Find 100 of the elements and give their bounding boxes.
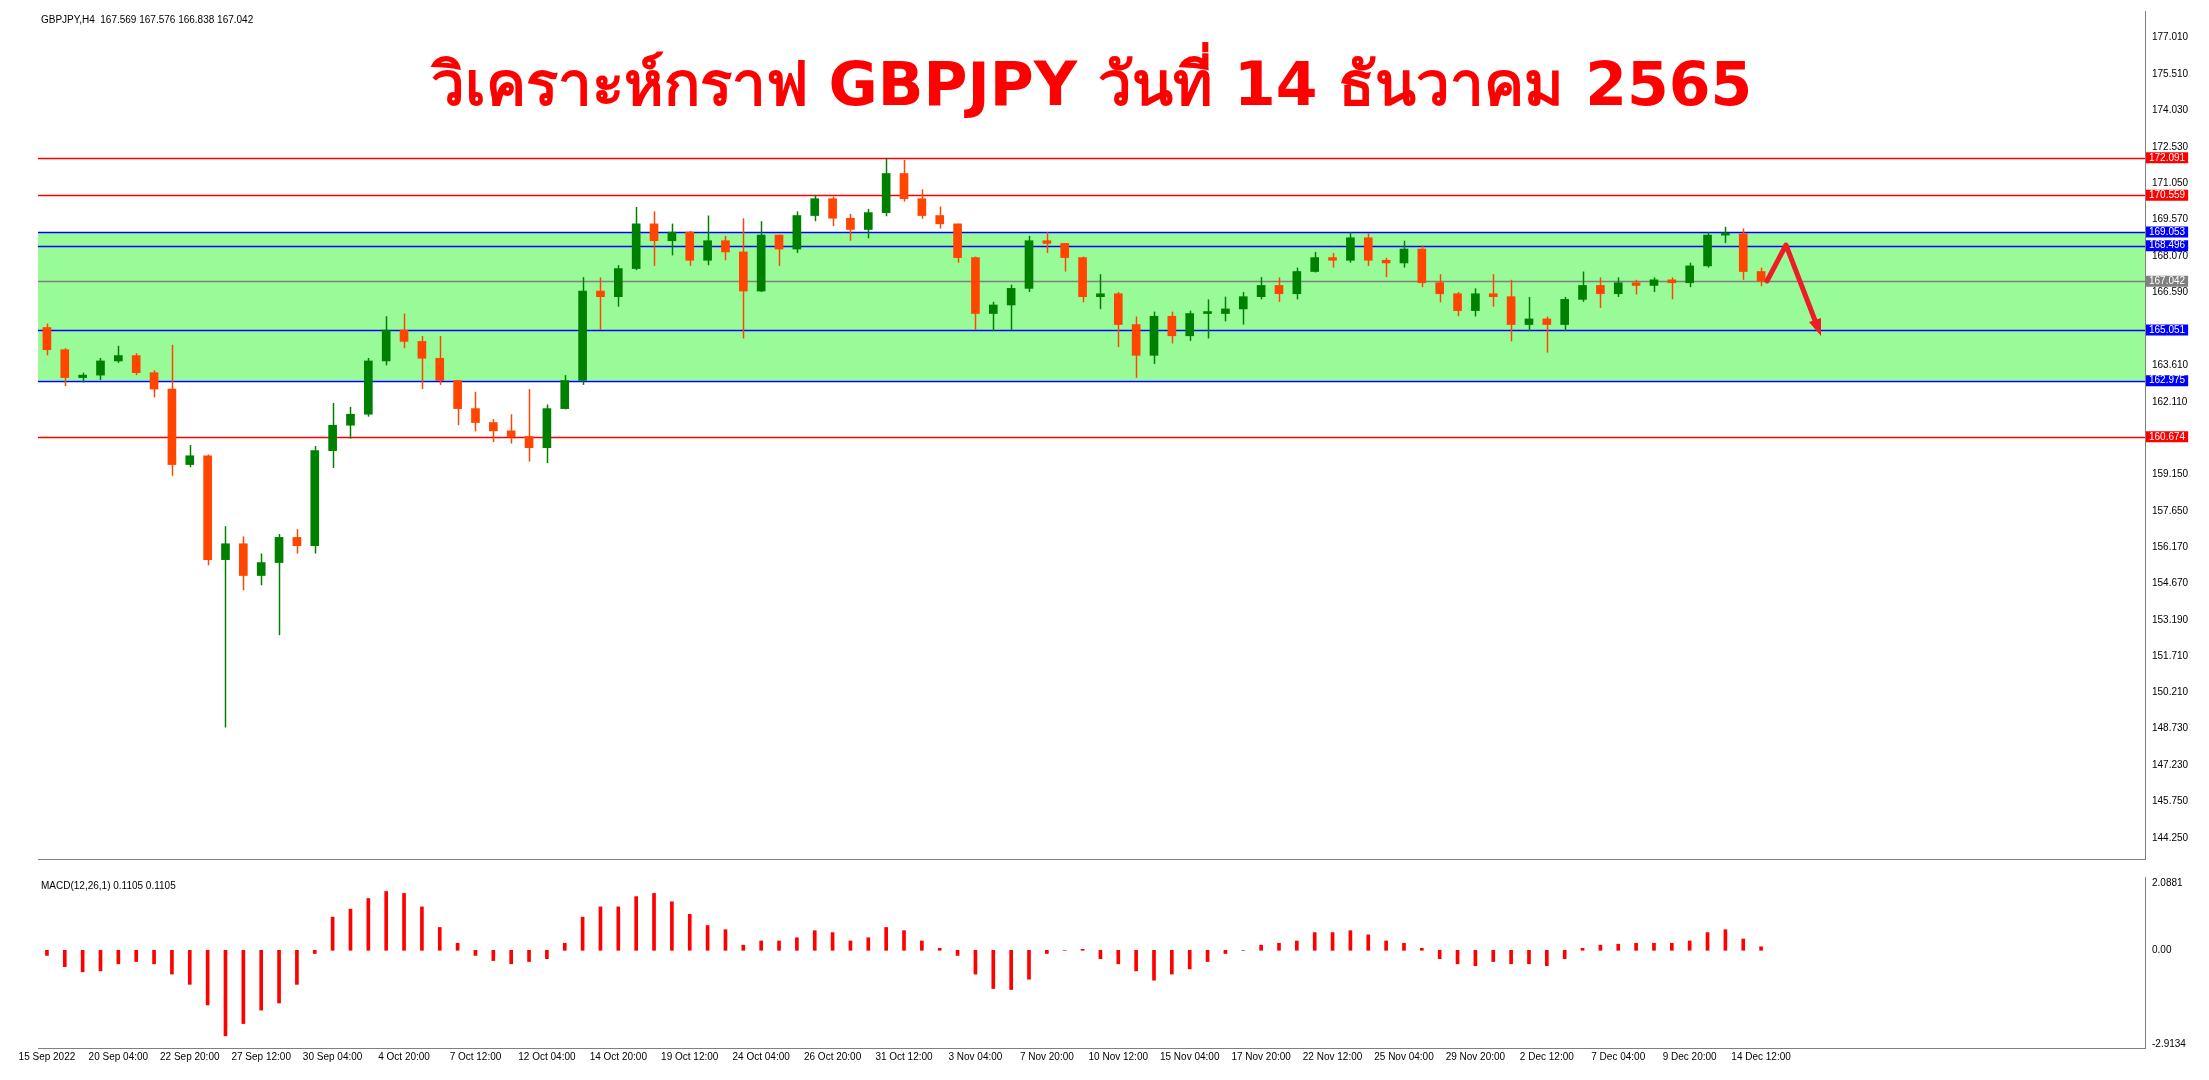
bar [1437,949,1442,959]
y-tick-label: 166.590 [2152,286,2189,298]
bar [1116,949,1121,965]
candlestick [1435,273,1445,304]
candlestick [863,208,873,240]
bar [1384,940,1388,951]
ref-line-label: 160.674 [2149,430,2186,442]
bar [741,944,746,951]
bar [759,940,763,951]
y-tick-label: 147.230 [2152,759,2189,771]
candlestick [935,205,945,230]
candlestick [1471,287,1480,318]
candlestick [1238,291,1248,326]
x-tick-label: 17 Nov 20:00 [1231,1050,1292,1062]
candlestick [1042,231,1052,254]
bar [312,949,317,954]
annotation: GBPJPY,H4 167.569 167.576 166.838 167.042 [41,13,254,25]
candlestick [256,552,266,587]
bar [1312,932,1317,951]
bar [134,949,139,962]
candlestick [703,214,712,266]
bar [1170,949,1174,975]
x-tick-label: 25 Nov 04:00 [1374,1050,1435,1062]
candlestick [596,276,605,331]
bar [509,949,514,965]
candlestick [221,525,230,729]
bar [1687,940,1692,951]
candlestick [1096,273,1105,310]
x-tick-label: 15 Nov 04:00 [1159,1050,1220,1062]
bar [491,949,496,961]
candlestick [846,213,855,242]
x-tick-label: 7 Oct 12:00 [449,1050,502,1062]
candlestick [988,301,998,332]
candlestick [917,188,927,220]
bar [902,930,906,951]
candlestick [149,369,159,399]
bar [277,949,281,1004]
x-tick-label: 2 Dec 12:00 [1519,1050,1575,1062]
y-tick-label: 171.050 [2152,177,2189,189]
candlestick [96,357,105,381]
bar [687,913,692,951]
bar [634,896,638,951]
y-tick-label: 151.710 [2152,649,2189,661]
bar [420,906,424,951]
bar [1259,944,1263,951]
bar [1545,949,1549,967]
candlestick [1185,309,1195,342]
bar [866,937,871,951]
ref-line-label: 170.559 [2149,189,2186,201]
bar [937,948,942,951]
ref-line-label: 168.496 [2149,239,2186,251]
ref-line-label: 162.975 [2149,374,2186,386]
bar [1295,940,1299,951]
bar [812,930,817,951]
candlestick [828,195,837,227]
text: วิเคราะห์กราฟ GBPJPY วันที่ 14 ธันวาคม 2565 [429,41,1753,119]
x-tick-label: 3 Nov 04:00 [948,1050,1003,1062]
candlestick [1756,266,1766,287]
bar [1134,949,1138,972]
candlestick [524,388,534,463]
x-tick-label: 4 Oct 20:00 [378,1050,431,1062]
candlestick [1453,291,1462,317]
candlestick [810,194,820,222]
x-tick-label: 31 Oct 12:00 [875,1050,934,1062]
x-tick-label: 10 Nov 12:00 [1088,1050,1149,1062]
y-tick-label: 148.730 [2152,722,2189,734]
candlestick [1203,298,1212,340]
bar [1027,949,1031,980]
bar [1652,942,1656,951]
bar [1741,938,1746,951]
x-tick-label: 14 Dec 12:00 [1731,1050,1792,1062]
bar [1187,949,1192,970]
candlestick [435,335,445,386]
bar [1420,948,1424,951]
y-tick-label: 156.170 [2152,540,2189,552]
candlestick [721,235,730,262]
bar [1527,949,1531,965]
candlestick [1256,276,1266,301]
bar [1616,943,1621,951]
bar [45,949,49,956]
bar [1045,949,1049,954]
bar [384,891,389,951]
bar [62,949,67,968]
y-tick-label: 2.0881 [2152,876,2184,888]
bar [1580,948,1585,951]
bar [1402,942,1406,951]
bar [527,949,531,962]
y-tick-label: 153.190 [2152,613,2189,625]
y-tick-label: 144.250 [2152,831,2189,843]
y-tick-label: 169.570 [2152,213,2189,225]
x-tick-label: 14 Oct 20:00 [589,1050,648,1062]
bar [170,949,174,975]
candlestick [1221,295,1230,323]
y-tick-label: 157.650 [2152,504,2189,516]
candlestick [399,312,409,349]
bar [1759,946,1763,951]
x-tick-label: 20 Sep 04:00 [88,1050,149,1062]
y-tick-label: 175.510 [2152,68,2189,80]
ref-line-label: 169.053 [2149,225,2186,237]
candlestick [667,222,677,257]
